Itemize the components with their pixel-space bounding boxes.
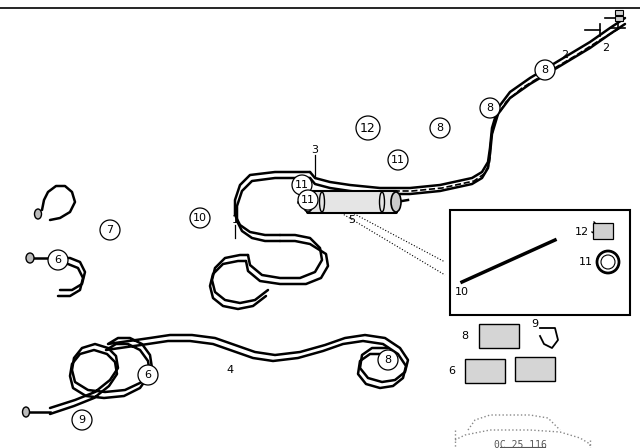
Circle shape (430, 118, 450, 138)
Text: 10: 10 (193, 213, 207, 223)
Circle shape (535, 60, 555, 80)
FancyBboxPatch shape (450, 210, 630, 315)
Circle shape (72, 410, 92, 430)
Circle shape (388, 150, 408, 170)
Circle shape (100, 220, 120, 240)
Text: 9: 9 (531, 319, 539, 329)
FancyBboxPatch shape (479, 324, 519, 348)
FancyBboxPatch shape (615, 10, 623, 15)
Text: 8: 8 (461, 331, 468, 341)
Circle shape (292, 175, 312, 195)
FancyBboxPatch shape (615, 16, 623, 21)
Ellipse shape (26, 253, 34, 263)
Text: 1: 1 (232, 215, 239, 225)
Text: 8: 8 (385, 355, 392, 365)
Circle shape (48, 250, 68, 270)
Text: 7: 7 (106, 225, 113, 235)
Circle shape (190, 208, 210, 228)
Text: 2: 2 (602, 43, 609, 53)
Text: 8: 8 (541, 65, 548, 75)
Text: 10: 10 (455, 287, 469, 297)
FancyBboxPatch shape (515, 357, 555, 381)
Text: 11: 11 (391, 155, 405, 165)
Text: 7: 7 (499, 364, 506, 374)
Ellipse shape (35, 209, 42, 219)
Text: 11: 11 (301, 195, 315, 205)
FancyBboxPatch shape (593, 223, 613, 239)
Ellipse shape (303, 192, 313, 212)
Text: 11: 11 (579, 257, 593, 267)
Circle shape (298, 190, 318, 210)
Text: 0C 25 116: 0C 25 116 (493, 440, 547, 448)
Circle shape (480, 98, 500, 118)
Text: 12: 12 (360, 121, 376, 134)
Text: 8: 8 (486, 103, 493, 113)
Ellipse shape (391, 192, 401, 212)
Text: 8: 8 (436, 123, 444, 133)
Text: 3: 3 (312, 145, 319, 155)
FancyBboxPatch shape (465, 359, 505, 383)
Text: 11: 11 (295, 180, 309, 190)
Text: 2: 2 (561, 50, 568, 60)
Text: 6: 6 (54, 255, 61, 265)
Text: 9: 9 (79, 415, 86, 425)
Text: 12: 12 (575, 227, 589, 237)
FancyBboxPatch shape (307, 191, 397, 213)
Circle shape (138, 365, 158, 385)
Ellipse shape (22, 407, 29, 417)
Text: 5: 5 (349, 215, 355, 225)
Circle shape (356, 116, 380, 140)
Text: 6: 6 (145, 370, 152, 380)
Circle shape (378, 350, 398, 370)
Text: 4: 4 (227, 365, 234, 375)
Text: 6: 6 (449, 366, 456, 376)
